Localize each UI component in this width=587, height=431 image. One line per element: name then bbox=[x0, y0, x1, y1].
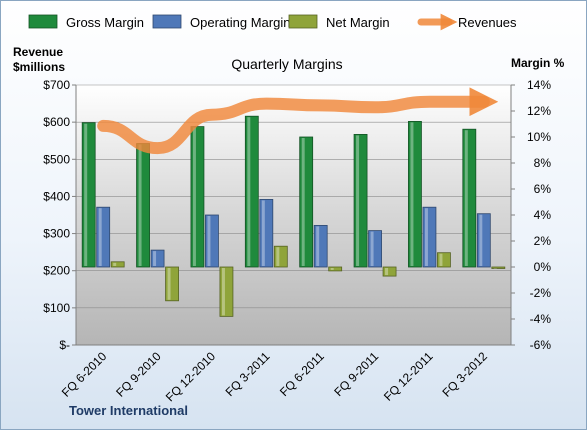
x-tick-label: FQ 12-2011 bbox=[381, 349, 436, 404]
bar-operating-margin bbox=[423, 207, 436, 267]
legend: Gross Margin Operating Margin Net Margin Re… bbox=[29, 15, 517, 30]
bar-highlight bbox=[316, 226, 319, 266]
bar-highlight bbox=[331, 268, 334, 270]
x-tick-label: FQ 6-2010 bbox=[59, 349, 110, 400]
bar-highlight bbox=[99, 208, 102, 266]
x-tick-label: FQ 9-2011 bbox=[331, 349, 381, 399]
left-axis-title-line1: Revenue bbox=[13, 45, 63, 59]
bar-highlight bbox=[276, 247, 279, 266]
left-tick-label: $400 bbox=[43, 189, 70, 203]
legend-label: Net Margin bbox=[326, 15, 390, 30]
right-tick-label: -2% bbox=[530, 286, 552, 300]
right-tick-label: 2% bbox=[534, 234, 552, 248]
bar-net-margin bbox=[383, 267, 396, 276]
bar-highlight bbox=[356, 135, 359, 266]
bar-operating-margin bbox=[151, 250, 164, 267]
bar-net-margin bbox=[220, 267, 233, 316]
x-tick-label: FQ 6-2011 bbox=[277, 349, 327, 399]
bar-highlight bbox=[385, 268, 388, 275]
bar-highlight bbox=[139, 145, 142, 267]
x-tick-label: FQ 3-2012 bbox=[439, 349, 490, 400]
right-tick-label: 14% bbox=[527, 78, 551, 92]
bar-highlight bbox=[262, 200, 265, 266]
right-tick-label: 6% bbox=[534, 182, 552, 196]
bar-highlight bbox=[168, 268, 171, 300]
bar-highlight bbox=[479, 215, 482, 266]
legend-swatch bbox=[289, 15, 317, 28]
bar-highlight bbox=[207, 216, 210, 266]
bar-gross-margin bbox=[408, 121, 421, 267]
bar-gross-margin bbox=[82, 123, 95, 267]
bar-highlight bbox=[113, 263, 116, 266]
source-label: Tower International bbox=[69, 403, 188, 418]
right-tick-label: 12% bbox=[527, 104, 551, 118]
right-tick-label: 10% bbox=[527, 130, 551, 144]
bar-net-margin bbox=[437, 253, 450, 267]
bar-net-margin bbox=[166, 267, 179, 301]
left-tick-label: $700 bbox=[43, 78, 70, 92]
left-tick-label: $200 bbox=[43, 264, 70, 278]
bar-gross-margin bbox=[300, 137, 313, 267]
bar-gross-margin bbox=[245, 116, 258, 267]
bar-highlight bbox=[465, 130, 468, 266]
bar-highlight bbox=[425, 208, 428, 266]
bar-operating-margin bbox=[477, 214, 490, 267]
x-tick-label: FQ 12-2010 bbox=[163, 349, 218, 404]
x-tick-label: FQ 3-2011 bbox=[223, 349, 273, 399]
right-tick-label: 4% bbox=[534, 208, 552, 222]
bar-highlight bbox=[222, 268, 225, 315]
right-axis-ticks: -6% -4% -2% 0% 2% 4% 6% 8% 10% 12% 14% bbox=[511, 78, 551, 352]
x-tick-label: FQ 9-2010 bbox=[113, 349, 164, 400]
legend-label: Operating Margin bbox=[190, 15, 290, 30]
bar-net-margin bbox=[329, 267, 342, 271]
bar-net-margin bbox=[492, 267, 505, 269]
bar-operating-margin bbox=[97, 207, 110, 267]
right-tick-label: 8% bbox=[534, 156, 552, 170]
bar-net-margin bbox=[111, 262, 124, 267]
left-tick-label: $100 bbox=[43, 301, 70, 315]
legend-label: Revenues bbox=[458, 15, 517, 30]
right-tick-label: -6% bbox=[530, 338, 552, 352]
bar-highlight bbox=[302, 138, 305, 266]
left-tick-label: $500 bbox=[43, 152, 70, 166]
bar-highlight bbox=[153, 251, 156, 266]
bar-highlight bbox=[193, 128, 196, 266]
left-axis-ticks: $- $100 $200 $300 $400 $500 $600 $700 bbox=[43, 78, 76, 352]
chart-title: Quarterly Margins bbox=[231, 56, 342, 72]
bar-gross-margin bbox=[354, 134, 367, 267]
bar-highlight bbox=[410, 122, 413, 266]
bar-highlight bbox=[84, 124, 87, 266]
left-tick-label: $600 bbox=[43, 115, 70, 129]
bar-operating-margin bbox=[369, 231, 382, 267]
left-tick-label: $300 bbox=[43, 227, 70, 241]
left-axis-title-line2: $millions bbox=[13, 60, 65, 74]
bar-highlight bbox=[439, 254, 442, 266]
bar-highlight bbox=[371, 232, 374, 266]
legend-label: Gross Margin bbox=[66, 15, 144, 30]
bar-operating-margin bbox=[314, 225, 327, 267]
right-tick-label: -4% bbox=[530, 312, 552, 326]
bar-operating-margin bbox=[205, 215, 218, 267]
left-tick-label: $- bbox=[59, 338, 70, 352]
bar-operating-margin bbox=[260, 199, 273, 267]
legend-swatch bbox=[29, 15, 57, 28]
bar-highlight bbox=[494, 268, 497, 269]
bar-gross-margin bbox=[137, 144, 150, 268]
legend-swatch bbox=[153, 15, 181, 28]
bar-highlight bbox=[247, 117, 250, 266]
bar-gross-margin bbox=[463, 129, 476, 267]
right-tick-label: 0% bbox=[534, 260, 552, 274]
right-axis-title: Margin % bbox=[511, 56, 565, 70]
bar-net-margin bbox=[274, 246, 287, 267]
bar-gross-margin bbox=[191, 127, 204, 267]
